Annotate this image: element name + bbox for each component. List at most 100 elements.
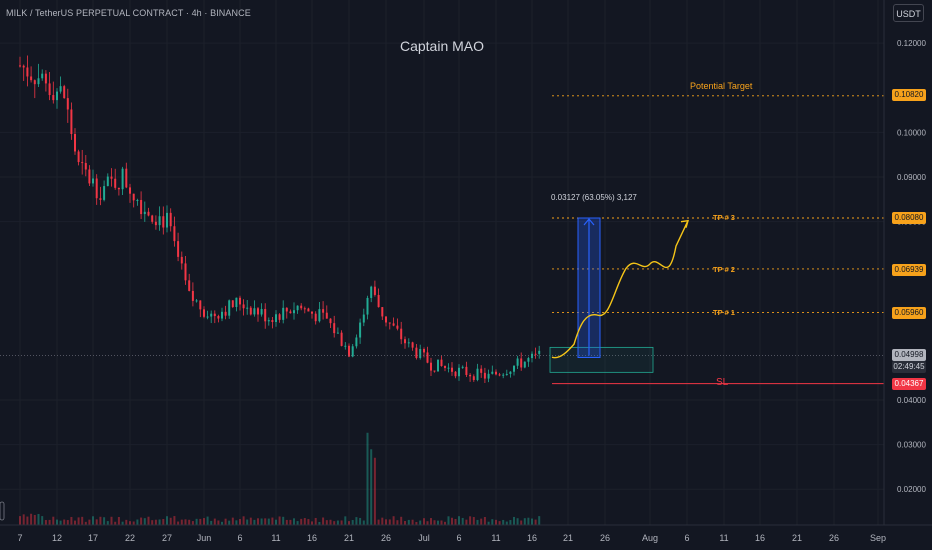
volume-bar [125,519,128,525]
volume-bar [411,519,414,525]
candle [300,305,303,309]
candle [260,308,263,315]
candle [407,342,410,344]
volume-bar [419,520,422,525]
y-tick-label: 0.10000 [897,128,926,137]
candle [447,367,450,369]
candle [275,314,277,323]
volume-bar [307,519,310,525]
candle [84,163,87,170]
volume-bar [491,519,494,525]
volume-bar [407,519,410,525]
measure-arrow-head [583,218,595,226]
x-tick-label: 12 [52,533,62,543]
volume-bar [461,517,464,525]
volume-bar [437,520,439,525]
x-tick-label: 11 [719,533,728,543]
volume-bar [184,519,187,525]
candle [106,176,109,187]
candle [140,199,143,215]
candle [303,308,306,310]
candle [366,297,369,315]
time-axis: 7 12 17 22 27 Jun 6 11 16 21 26 Jul 6 11 16 21 26 Aug 6 11 1… [17,533,886,543]
volume-bar [88,519,91,525]
candle [396,325,399,329]
x-tick-label: 26 [381,533,391,543]
candle [74,134,76,152]
volume-bar [136,519,139,525]
candle [184,263,187,281]
volume-bar [300,518,303,525]
volume-bar [344,516,347,525]
current-price-tag: 0.04998 [892,349,926,361]
candle [527,358,530,362]
volume-bar [217,520,220,525]
volume-bar [129,521,131,525]
x-tick-label: Sep [870,533,886,543]
entry-zone-box [549,346,654,373]
volume-bar [502,519,505,525]
volume-bar [132,521,135,525]
volume-bar [99,516,102,525]
volume-bar [162,519,165,525]
candle [132,193,135,201]
volume-bar [260,518,263,525]
volume-bar [498,521,501,525]
currency-button[interactable]: USDT [893,4,924,22]
volume-bar [370,449,373,525]
x-tick-label: 21 [344,533,354,543]
volume-bar [336,520,339,525]
candle [344,345,347,347]
volume-bar [140,517,143,525]
symbol-title[interactable]: MILK / TetherUS PERPETUAL CONTRACT · 4h … [6,8,251,18]
tp3-label: TP # 3 [713,213,735,222]
candle [340,332,343,346]
candle [221,311,223,319]
volume-bar [77,517,80,525]
candle [392,323,395,326]
x-tick-label: 16 [527,533,537,543]
volume-bar [527,517,530,525]
volume-bar [444,521,446,525]
volume-bar [531,518,533,525]
candle [440,359,443,366]
x-tick-label: 6 [237,533,242,543]
candle [103,186,106,200]
candle [147,211,150,216]
volume-bar [48,519,51,525]
candle [362,314,365,323]
candle [348,345,350,357]
candle [278,314,281,320]
volume-bar [538,516,541,525]
candle [454,371,457,377]
candle [498,374,501,376]
candle [44,73,47,84]
x-tick-label: 27 [162,533,172,543]
candle [213,313,216,317]
candle [246,307,249,309]
candle [41,73,44,79]
volume-bar [426,521,429,525]
candle [88,169,91,184]
candle [430,362,432,371]
candle [210,313,213,317]
stop-loss-price-tag: 0.04367 [892,378,926,390]
volume-bar [228,520,231,525]
volume-bar [195,518,198,525]
volume-bar [523,518,526,525]
candle [125,168,128,188]
volume-bars [19,432,541,525]
candle [271,320,274,323]
projection-path [551,220,689,359]
x-tick-label: 22 [125,533,135,543]
candle [333,323,336,334]
volume-bar [366,432,369,525]
volume-bar [191,521,194,525]
volume-bar [33,514,36,525]
volume-bar [285,519,288,525]
candle [355,337,358,347]
volume-bar [81,516,84,525]
x-tick-label: 17 [88,533,98,543]
